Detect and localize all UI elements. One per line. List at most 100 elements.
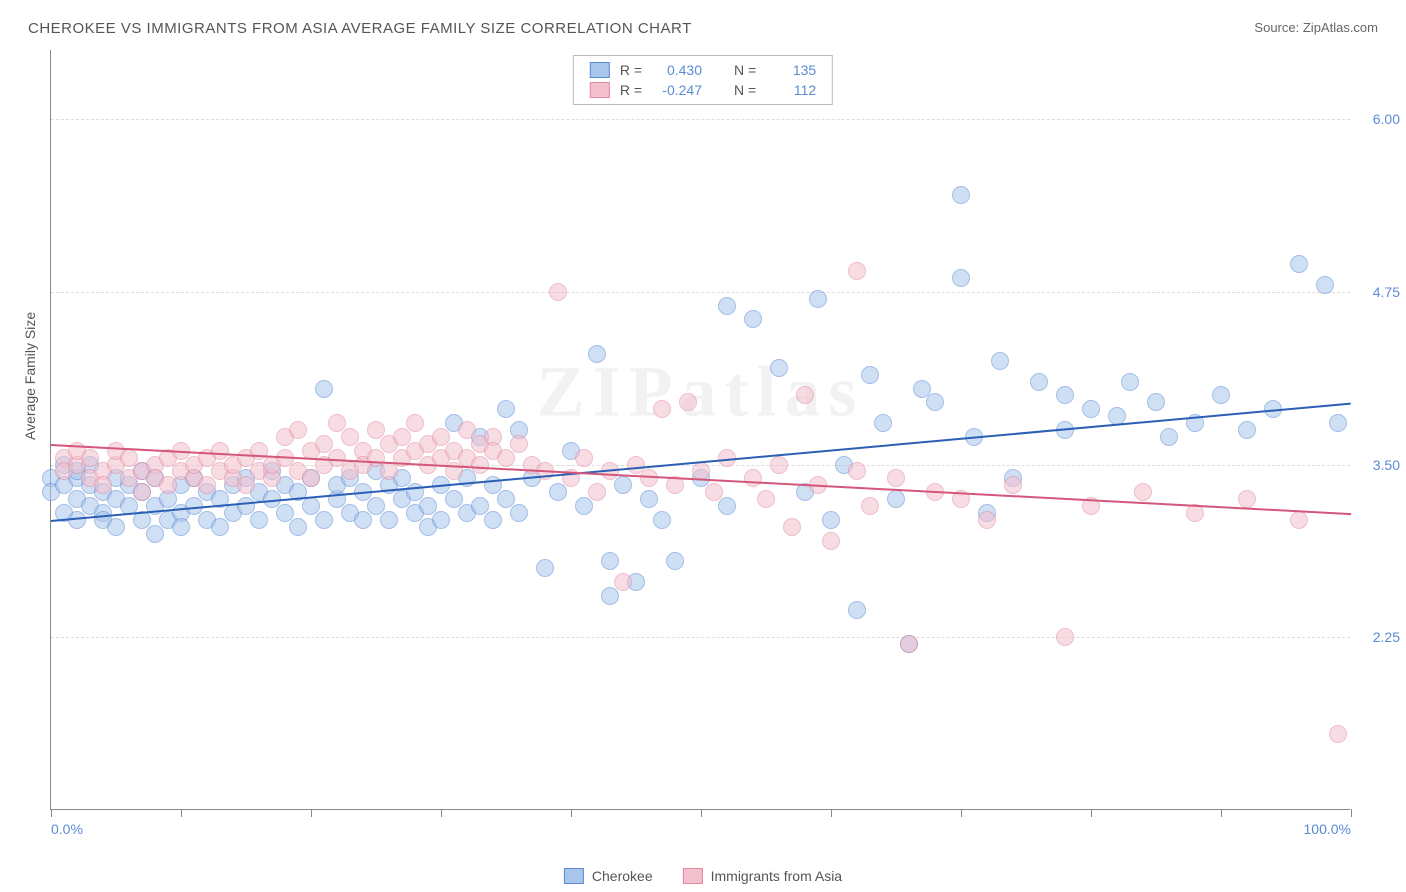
scatter-chart: ZIPatlas 2.253.504.756.000.0%100.0% [50, 50, 1350, 810]
data-point [588, 483, 606, 501]
data-point [354, 511, 372, 529]
data-point [809, 290, 827, 308]
gridline [51, 292, 1350, 293]
y-axis-label: Average Family Size [22, 312, 38, 440]
data-point [640, 469, 658, 487]
x-tick [701, 809, 702, 817]
data-point [289, 421, 307, 439]
data-point [874, 414, 892, 432]
legend-correlation-row: R =-0.247N =112 [590, 82, 816, 98]
data-point [744, 469, 762, 487]
x-tick [1351, 809, 1352, 817]
data-point [1056, 386, 1074, 404]
data-point [315, 380, 333, 398]
data-point [783, 518, 801, 536]
data-point [497, 449, 515, 467]
data-point [1329, 414, 1347, 432]
y-tick-label: 6.00 [1373, 111, 1400, 127]
data-point [770, 456, 788, 474]
x-tick [571, 809, 572, 817]
legend-n-label: N = [734, 62, 756, 78]
x-tick-label: 100.0% [1304, 821, 1351, 837]
data-point [1082, 400, 1100, 418]
legend-r-value: 0.430 [652, 62, 702, 78]
data-point [848, 262, 866, 280]
data-point [991, 352, 1009, 370]
legend-n-value: 135 [766, 62, 816, 78]
data-point [861, 366, 879, 384]
data-point [1056, 628, 1074, 646]
data-point [549, 483, 567, 501]
legend-r-label: R = [620, 82, 642, 98]
data-point [198, 476, 216, 494]
data-point [757, 490, 775, 508]
data-point [510, 504, 528, 522]
data-point [601, 552, 619, 570]
data-point [484, 511, 502, 529]
data-point [614, 573, 632, 591]
data-point [1238, 490, 1256, 508]
gridline [51, 637, 1350, 638]
data-point [575, 497, 593, 515]
x-tick [441, 809, 442, 817]
data-point [1121, 373, 1139, 391]
data-point [471, 456, 489, 474]
x-tick [1091, 809, 1092, 817]
legend-swatch [564, 868, 584, 884]
x-tick [831, 809, 832, 817]
data-point [172, 518, 190, 536]
data-point [744, 310, 762, 328]
data-point [653, 511, 671, 529]
data-point [653, 400, 671, 418]
legend-swatch [590, 82, 610, 98]
data-point [1134, 483, 1152, 501]
data-point [848, 601, 866, 619]
data-point [614, 476, 632, 494]
data-point [575, 449, 593, 467]
data-point [406, 414, 424, 432]
legend-series: Cherokee Immigrants from Asia [564, 868, 842, 884]
x-tick [311, 809, 312, 817]
legend-n-value: 112 [766, 82, 816, 98]
data-point [1004, 476, 1022, 494]
data-point [380, 462, 398, 480]
data-point [679, 393, 697, 411]
data-point [796, 386, 814, 404]
legend-swatch [683, 868, 703, 884]
x-tick [961, 809, 962, 817]
data-point [822, 532, 840, 550]
data-point [159, 476, 177, 494]
data-point [133, 483, 151, 501]
data-point [1212, 386, 1230, 404]
y-tick-label: 2.25 [1373, 629, 1400, 645]
data-point [952, 269, 970, 287]
legend-series-item: Immigrants from Asia [683, 868, 842, 884]
source-label: Source: [1254, 20, 1299, 35]
data-point [1147, 393, 1165, 411]
data-point [146, 525, 164, 543]
x-tick-label: 0.0% [51, 821, 83, 837]
data-point [822, 511, 840, 529]
legend-series-label: Cherokee [592, 868, 653, 884]
gridline [51, 119, 1350, 120]
y-tick-label: 4.75 [1373, 284, 1400, 300]
x-tick [51, 809, 52, 817]
data-point [1238, 421, 1256, 439]
data-point [250, 511, 268, 529]
data-point [1290, 255, 1308, 273]
source-attribution: Source: ZipAtlas.com [1254, 20, 1378, 35]
data-point [432, 511, 450, 529]
data-point [497, 400, 515, 418]
data-point [900, 635, 918, 653]
data-point [237, 476, 255, 494]
data-point [601, 587, 619, 605]
chart-title: CHEROKEE VS IMMIGRANTS FROM ASIA AVERAGE… [28, 20, 692, 37]
data-point [549, 283, 567, 301]
data-point [640, 490, 658, 508]
data-point [588, 345, 606, 363]
data-point [887, 490, 905, 508]
y-tick-label: 3.50 [1373, 457, 1400, 473]
data-point [107, 518, 125, 536]
legend-series-item: Cherokee [564, 868, 653, 884]
data-point [666, 552, 684, 570]
